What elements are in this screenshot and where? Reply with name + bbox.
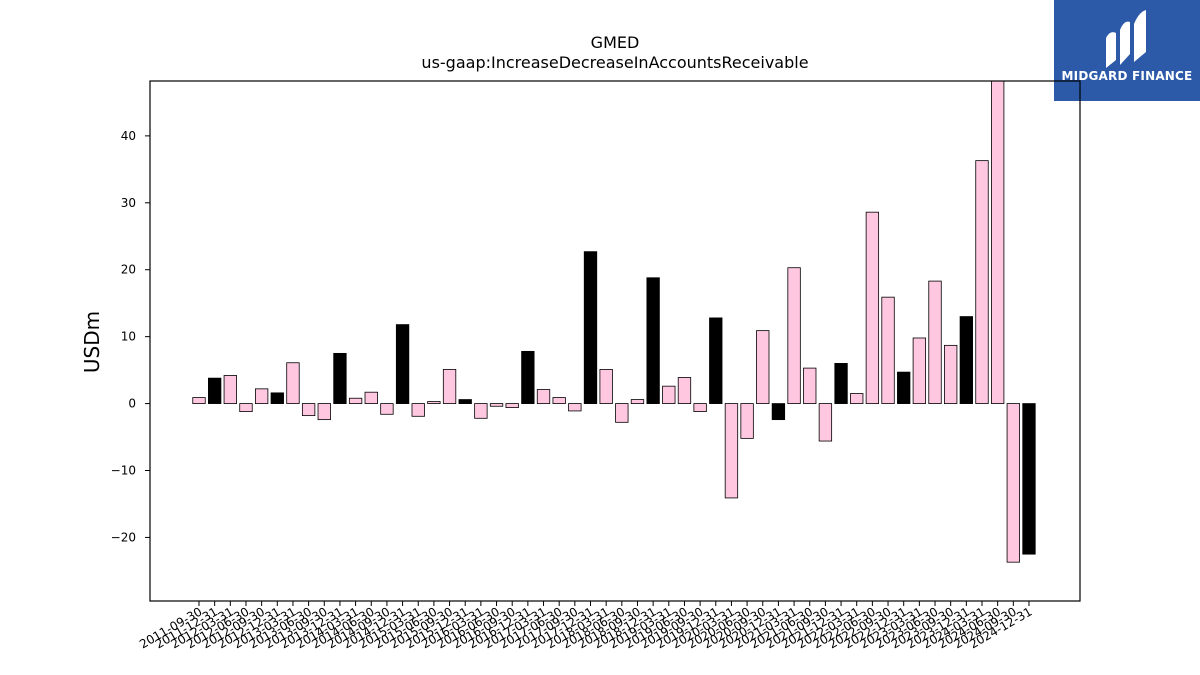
- bar-2018-03-31: [599, 369, 613, 404]
- bar-2013-06-30: [301, 403, 316, 417]
- bar-2018-06-30: [615, 403, 629, 423]
- midgard-finance-logo: MIDGARD FINANCE: [1054, 0, 1200, 101]
- bar-2015-09-30: [442, 369, 457, 404]
- chart-title: GMED: [591, 33, 640, 52]
- bar-2014-12-31: [395, 324, 410, 404]
- y-tick-label: −20: [111, 530, 136, 544]
- bar-2020-03-31: [724, 403, 739, 499]
- bar-2017-03-31: [536, 389, 551, 404]
- bar-2016-03-31: [474, 403, 488, 419]
- y-axis-label: USDm: [80, 311, 104, 373]
- bar-2023-06-30: [928, 280, 942, 404]
- bar-2013-03-31: [286, 362, 300, 404]
- bar-2015-03-31: [411, 403, 425, 417]
- bar-2014-09-30: [380, 403, 394, 415]
- bar-2023-09-30: [944, 344, 958, 404]
- chart-subtitle: us-gaap:IncreaseDecreaseInAccountsReceiv…: [421, 53, 808, 72]
- bar-2016-06-30: [489, 403, 504, 407]
- bar-2019-09-30: [693, 403, 707, 413]
- bar-2024-03-31: [975, 160, 989, 404]
- bar-2012-06-30: [239, 403, 253, 413]
- bar-2012-12-31: [270, 392, 284, 404]
- bar-2014-06-30: [364, 391, 378, 404]
- bar-2021-12-31: [834, 363, 848, 404]
- bar-2018-12-31: [646, 277, 660, 404]
- bar-2017-06-30: [552, 397, 566, 404]
- y-tick-label: −10: [111, 463, 136, 477]
- bar-2016-09-30: [505, 403, 519, 408]
- y-axis-ticks: −20 −10 0 10 20 30 40: [111, 129, 150, 544]
- bar-2013-09-30: [317, 403, 331, 421]
- bar-2014-03-31: [348, 397, 363, 404]
- bar-2013-12-31: [333, 352, 347, 404]
- bar-2021-06-30: [803, 367, 817, 404]
- y-tick-label: 30: [121, 196, 136, 210]
- bars: [192, 80, 1036, 563]
- logo-text: MIDGARD FINANCE: [1061, 69, 1193, 83]
- x-axis-ticks: 2011-09-302011-12-312012-03-312012-06-30…: [137, 601, 1034, 651]
- bar-2022-09-30: [881, 296, 895, 404]
- bar-2022-12-31: [897, 371, 911, 404]
- bar-2012-09-30: [254, 388, 269, 404]
- bar-2015-12-31: [458, 399, 472, 404]
- y-tick-label: 10: [121, 330, 136, 344]
- y-tick-label: 0: [128, 397, 136, 411]
- bar-2021-09-30: [818, 403, 833, 442]
- bar-2022-06-30: [865, 211, 880, 404]
- bar-2015-06-30: [427, 401, 441, 404]
- bar-2011-09-30: [192, 397, 206, 404]
- bar-2023-12-31: [959, 316, 973, 404]
- logo-emblem-icon: [1106, 10, 1146, 68]
- bar-2016-12-31: [521, 350, 535, 404]
- plot-frame: [149, 80, 1081, 602]
- y-tick-label: 40: [121, 129, 136, 143]
- y-tick-label: 20: [121, 263, 136, 277]
- bar-2017-12-31: [583, 251, 598, 404]
- bar-2019-03-31: [662, 385, 676, 404]
- bar-2019-12-31: [709, 317, 723, 404]
- bar-2020-06-30: [740, 403, 754, 439]
- bar-2024-09-30: [1006, 403, 1020, 563]
- bar-2011-12-31: [208, 377, 222, 404]
- bar-2024-06-30: [991, 80, 1005, 404]
- bar-2021-03-31: [787, 267, 801, 404]
- bar-2022-03-31: [850, 393, 864, 404]
- bar-2024-12-31: [1022, 403, 1036, 555]
- bar-2023-03-31: [912, 337, 927, 404]
- bar-2018-09-30: [630, 399, 645, 404]
- bar-2019-06-30: [677, 377, 692, 404]
- bar-2020-09-30: [756, 330, 770, 404]
- bar-2017-09-30: [568, 403, 582, 412]
- bar-2012-03-31: [223, 375, 237, 404]
- bar-2020-12-31: [771, 403, 786, 421]
